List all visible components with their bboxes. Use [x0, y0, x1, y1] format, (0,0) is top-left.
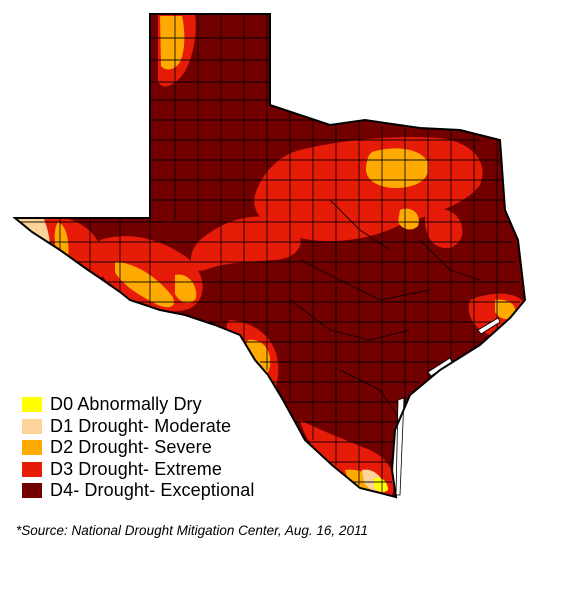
legend-item-d4: D4- Drought- Exceptional [22, 480, 255, 501]
zone-d0 [374, 477, 388, 493]
legend-item-d1: D1 Drought- Moderate [22, 416, 255, 437]
d1-el-paso [16, 219, 51, 258]
legend-label-d0: D0 Abnormally Dry [50, 394, 202, 414]
legend-swatch-d4 [22, 483, 42, 498]
legend-label-d3: D3 Drought- Extreme [50, 458, 222, 479]
legend-label-d2: D2 Drought- Severe [50, 437, 212, 457]
legend: D0 Abnormally Dry D1 Drought- Moderate D… [22, 394, 255, 502]
d0-south-tip [374, 477, 388, 493]
legend-swatch-d3 [22, 461, 42, 477]
legend-label-d4: D4- Drought- Exceptional [50, 480, 255, 500]
legend-item-d2: D2 Drought- Severe [22, 437, 255, 458]
texas-state-outline [12, 13, 527, 499]
legend-item-d0: D0 Abnormally Dry [22, 394, 255, 415]
d2-gulf-coast [495, 299, 516, 320]
texas-drought-map [12, 13, 527, 499]
source-note: *Source: National Drought Mitigation Cen… [16, 523, 368, 538]
legend-swatch-d2 [22, 440, 42, 455]
county-lines [20, 14, 520, 495]
galveston-island [477, 317, 501, 335]
legend-swatch-d1 [22, 418, 42, 434]
legend-item-d3: D3 Drought- Extreme [22, 459, 255, 480]
legend-swatch-d0 [22, 397, 42, 412]
d2-dallas-area [365, 148, 429, 188]
d3-east-north [424, 208, 463, 249]
d2-central-east [398, 208, 419, 230]
d2-panhandle-north [162, 40, 176, 60]
legend-label-d1: D1 Drought- Moderate [50, 415, 232, 436]
d2-trans-pecos [115, 262, 175, 308]
d3-central-arc [190, 216, 301, 271]
